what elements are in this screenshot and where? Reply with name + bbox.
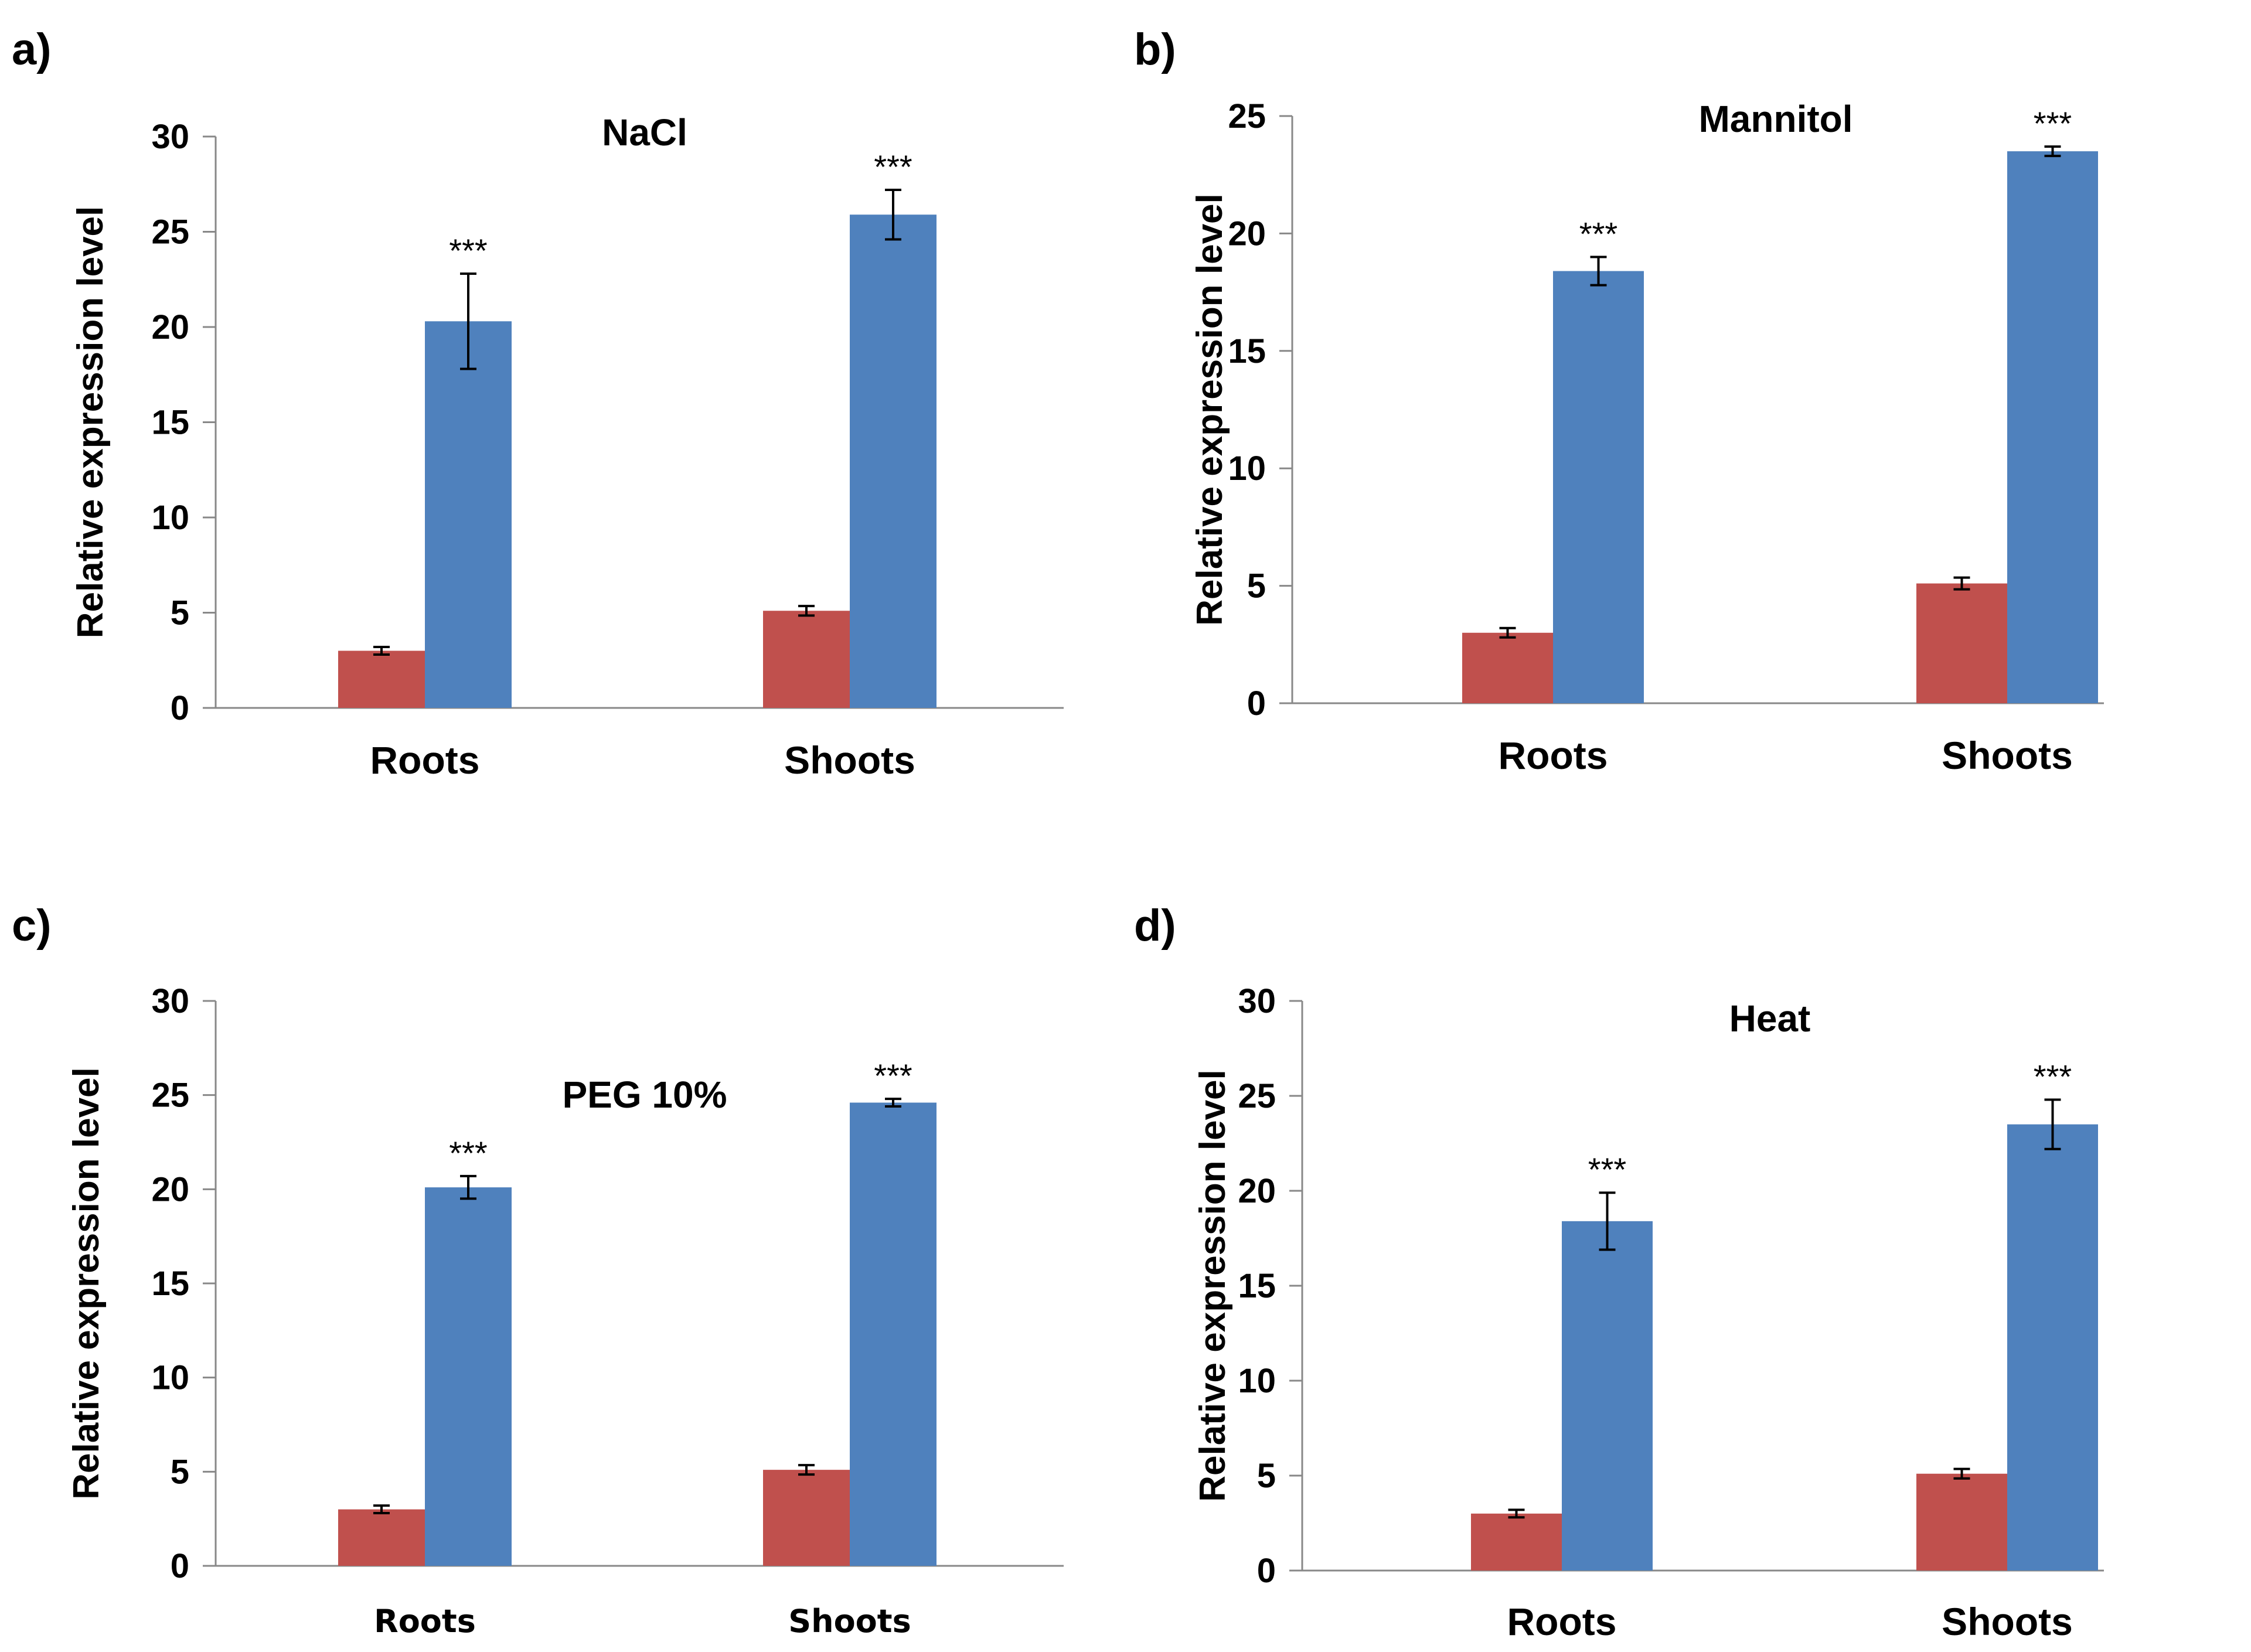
significance-label: *** (2034, 1058, 2072, 1095)
x-category-label: Shoots (784, 738, 915, 782)
chart-panel-b: b) Mannitol Relative expression level 0 5 10 1… (1134, 25, 2104, 777)
bar-treated-shoots (2007, 151, 2098, 703)
y-tick-label: 10 (151, 1359, 189, 1397)
y-tick-label: 30 (151, 982, 189, 1020)
y-tick-label: 5 (1247, 567, 1266, 605)
chart-title: NaCl (602, 111, 687, 154)
bar-control-shoots (1916, 1473, 2007, 1571)
y-tick-label: 20 (151, 308, 189, 346)
y-tick-label: 25 (1228, 97, 1266, 135)
y-tick-label: 25 (1238, 1077, 1276, 1115)
bar-treated-roots (1553, 271, 1644, 703)
bar-control-shoots (1916, 583, 2007, 703)
chart-panel-c: c) PEG 10% Relative expression level 0 5 10 15… (12, 901, 1064, 1640)
bar-control-shoots (763, 1470, 850, 1566)
y-tick-label: 20 (151, 1170, 189, 1208)
y-tick-label: 15 (1228, 332, 1266, 370)
bar-treated-roots (425, 321, 512, 708)
y-tick-label: 15 (151, 404, 189, 442)
chart-panel-a: a) NaCl Relative expression level 0 5 10 15 20 2… (12, 25, 1064, 782)
panel-label: c) (12, 901, 52, 951)
bar-control-roots (338, 1509, 425, 1566)
significance-label: *** (874, 1057, 912, 1094)
panel-label: b) (1134, 25, 1176, 74)
x-category-label: Shoots (1942, 1600, 2073, 1643)
y-tick-label: 30 (1238, 982, 1276, 1020)
bar-treated-shoots (2007, 1124, 2098, 1571)
x-category-label: Roots (1499, 734, 1608, 777)
y-tick-label: 25 (151, 1077, 189, 1115)
x-category-label: Roots (1507, 1600, 1617, 1643)
y-axis-label: Relative expression level (1190, 193, 1230, 626)
x-category-label: Roots (374, 1603, 476, 1640)
y-tick-label: 5 (171, 594, 189, 632)
y-tick-label: 5 (1257, 1457, 1276, 1495)
y-tick-label: 30 (151, 118, 189, 156)
y-tick-label: 15 (151, 1265, 189, 1303)
x-category-label: Roots (370, 738, 480, 782)
panel-label: a) (12, 25, 52, 74)
bar-treated-shoots (850, 214, 937, 708)
y-tick-label: 20 (1238, 1172, 1276, 1210)
significance-label: *** (1588, 1151, 1626, 1188)
chart-title: PEG 10% (562, 1074, 727, 1116)
y-tick-label: 0 (1257, 1552, 1276, 1590)
y-tick-label: 0 (171, 689, 189, 727)
y-tick-label: 0 (1247, 684, 1266, 723)
y-axis-label: Relative expression level (1193, 1069, 1233, 1502)
y-tick-label: 10 (151, 499, 189, 537)
significance-label: *** (874, 148, 912, 185)
bar-control-roots (1471, 1513, 1562, 1571)
chart-title: Heat (1729, 997, 1811, 1040)
panel-label: d) (1134, 901, 1176, 951)
y-tick-label: 0 (171, 1547, 189, 1585)
chart-panel-d: d) Heat Relative expression level 0 5 10 15 20 2… (1134, 901, 2104, 1643)
y-axis-label: Relative expression level (70, 206, 111, 639)
significance-label: *** (449, 232, 487, 269)
y-axis-label: Relative expression level (66, 1067, 107, 1500)
significance-label: *** (449, 1135, 487, 1171)
x-category-label: Shoots (788, 1603, 911, 1640)
chart-title: Mannitol (1698, 98, 1852, 140)
x-category-label: Shoots (1942, 734, 2073, 777)
y-tick-label: 20 (1228, 214, 1266, 253)
y-tick-label: 10 (1228, 449, 1266, 488)
significance-label: *** (1579, 215, 1617, 252)
bar-control-roots (338, 650, 425, 708)
bar-treated-shoots (850, 1102, 937, 1566)
y-tick-label: 15 (1238, 1267, 1276, 1305)
bar-control-roots (1462, 632, 1553, 703)
y-tick-label: 10 (1238, 1362, 1276, 1400)
bar-treated-roots (1562, 1221, 1653, 1571)
y-tick-label: 5 (171, 1453, 189, 1491)
significance-label: *** (2034, 105, 2072, 142)
y-tick-label: 25 (151, 213, 189, 251)
bar-control-shoots (763, 611, 850, 708)
bar-treated-roots (425, 1187, 512, 1566)
